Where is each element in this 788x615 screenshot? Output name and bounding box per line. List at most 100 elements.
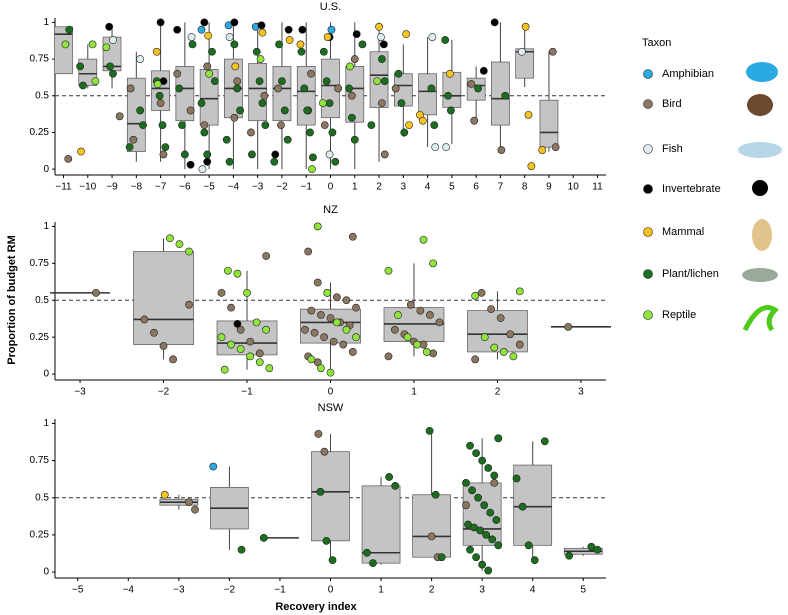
point: [297, 47, 306, 56]
y-tick-label: 1: [43, 17, 49, 28]
point: [325, 150, 334, 159]
point: [320, 333, 329, 342]
point: [331, 157, 340, 166]
point: [203, 150, 212, 159]
x-tick-label: 11: [592, 182, 603, 193]
legend-label: Mammal: [662, 226, 704, 238]
point: [320, 121, 329, 130]
point: [129, 135, 138, 144]
x-axis-label: Recovery index: [275, 601, 357, 613]
point: [158, 121, 167, 130]
point: [363, 548, 371, 557]
point: [257, 21, 266, 30]
x-tick-label: −2: [276, 182, 288, 193]
point: [152, 47, 161, 56]
x-tick-label: 5: [449, 182, 455, 193]
x-tick-label: −9: [106, 182, 118, 193]
point: [413, 340, 422, 349]
x-tick-label: 4: [425, 182, 431, 193]
legend-marker: [643, 99, 653, 109]
x-tick-label: 1: [411, 387, 417, 398]
point: [506, 330, 515, 339]
point: [490, 343, 499, 352]
point: [185, 498, 193, 507]
point: [488, 535, 497, 544]
point: [326, 368, 335, 377]
point: [565, 551, 574, 560]
point: [406, 300, 415, 309]
point: [197, 25, 206, 34]
point: [277, 121, 285, 130]
point: [166, 234, 174, 243]
point: [200, 128, 209, 137]
y-axis-label: Proportion of budget RM: [6, 235, 18, 365]
point: [271, 150, 280, 159]
point: [394, 311, 402, 319]
legend-label: Amphibian: [662, 68, 714, 80]
point: [175, 240, 184, 249]
y-tick-label: 0: [43, 369, 49, 380]
box: [133, 251, 194, 345]
point: [230, 18, 239, 27]
point: [309, 153, 317, 162]
x-tick-label: −5: [203, 182, 215, 193]
point: [593, 545, 602, 554]
x-tick-label: −4: [228, 182, 240, 193]
legend-label: Invertebrate: [662, 183, 721, 195]
point: [278, 77, 286, 85]
point: [518, 502, 527, 511]
point: [391, 84, 400, 93]
point: [427, 532, 436, 541]
legend-title: Taxon: [642, 37, 671, 49]
icon-bird: [747, 94, 773, 116]
point: [280, 106, 289, 115]
x-tick-label: 0: [328, 182, 334, 193]
point: [390, 325, 399, 334]
point: [259, 533, 268, 542]
point: [285, 36, 294, 44]
point: [79, 81, 87, 90]
icon-invertebrate: [752, 180, 768, 196]
point: [479, 66, 488, 75]
point: [76, 62, 85, 71]
legend-icons: [738, 62, 782, 332]
y-tick-label: 1: [43, 221, 49, 232]
point: [470, 116, 479, 125]
point: [139, 121, 147, 130]
box: [54, 26, 73, 75]
point: [115, 112, 124, 121]
legend-label: Plant/lichen: [662, 268, 719, 280]
point: [313, 222, 322, 231]
point: [233, 319, 242, 328]
x-tick-label: 3: [479, 585, 485, 596]
point: [328, 128, 337, 137]
box: [462, 482, 502, 546]
point: [102, 43, 111, 52]
point: [262, 325, 271, 334]
point: [322, 77, 331, 85]
point: [178, 121, 186, 130]
point: [431, 143, 440, 152]
x-tick-label: 0: [328, 585, 334, 596]
point: [332, 318, 341, 327]
x-tick-label: −2: [224, 585, 236, 596]
point: [323, 288, 332, 297]
point: [348, 232, 357, 241]
point: [246, 337, 255, 346]
point: [462, 501, 470, 510]
point: [442, 143, 451, 152]
y-tick-label: 0.5: [35, 492, 49, 503]
point: [521, 22, 530, 31]
point: [447, 106, 455, 115]
point: [256, 55, 265, 63]
point: [480, 333, 489, 342]
point: [380, 150, 389, 159]
point: [186, 160, 195, 169]
y-tick-label: 0.75: [30, 54, 50, 65]
point: [274, 84, 283, 93]
point: [255, 358, 264, 367]
point: [105, 22, 114, 31]
point: [180, 150, 189, 159]
point: [380, 77, 389, 85]
